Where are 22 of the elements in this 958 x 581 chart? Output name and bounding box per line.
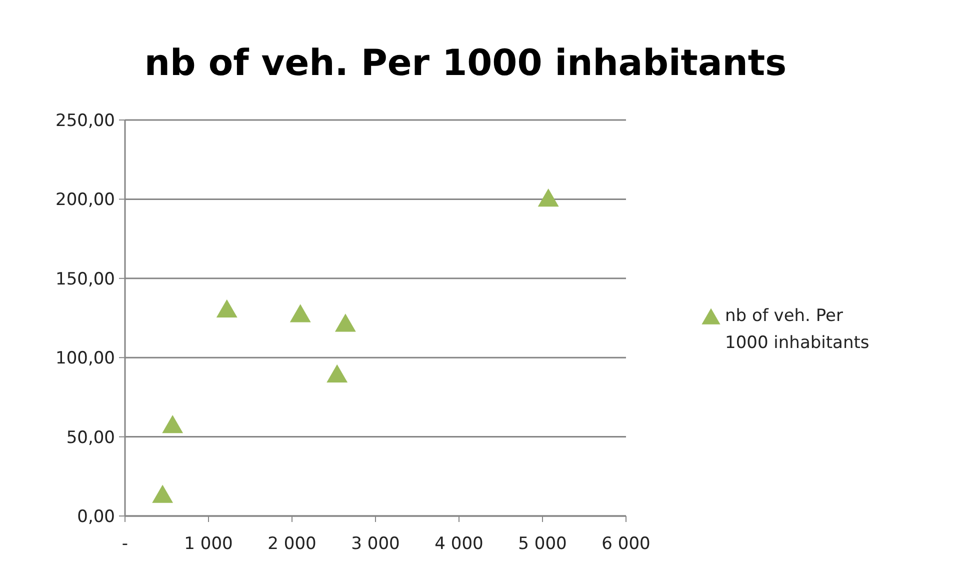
point	[152, 484, 174, 503]
y-tick-label: 0,00	[77, 506, 115, 527]
point	[290, 304, 311, 322]
x-tick-label: 4 000	[434, 534, 484, 554]
x-tick-label: 5 000	[518, 534, 567, 554]
x-tick-label: 3 000	[351, 534, 400, 554]
x-tick-label: -	[122, 534, 128, 554]
x-tick-label: 2 000	[268, 534, 316, 554]
y-tick-label: 100,00	[56, 348, 115, 369]
legend-label: nb of veh. Per 1000 inhabitants	[725, 306, 870, 354]
point	[162, 415, 184, 434]
point	[216, 299, 238, 318]
y-tick-label: 150,00	[56, 269, 115, 290]
point	[334, 314, 356, 332]
y-tick-label: 200,00	[56, 190, 115, 210]
y-tick-label: 250,00	[56, 110, 115, 131]
point	[538, 188, 559, 207]
x-tick-label: 6 000	[602, 534, 650, 554]
x-tick-label: 1 000	[184, 534, 233, 554]
chart-title: nb of veh. Per 1000 inhabitants	[144, 43, 787, 84]
point	[326, 364, 348, 382]
y-tick-label: 50,00	[66, 428, 115, 448]
